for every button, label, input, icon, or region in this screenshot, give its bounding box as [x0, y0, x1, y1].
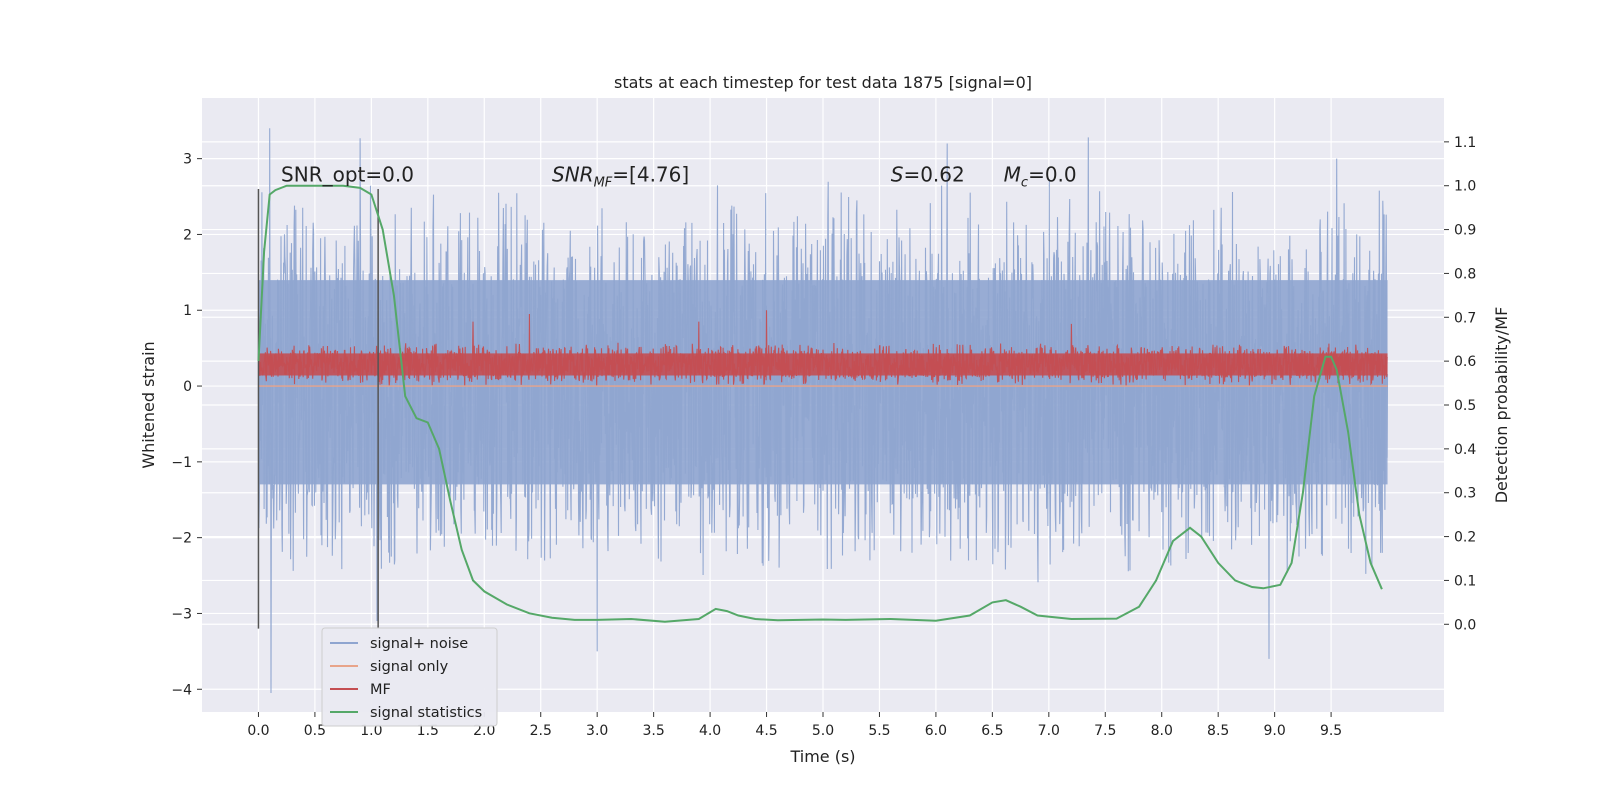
series-mf-line — [257, 310, 1388, 387]
annotation-text: SNR_opt=0.0 — [281, 162, 414, 186]
y-tick-label: 0 — [183, 379, 192, 395]
y-tick-label: 3 — [183, 152, 192, 168]
annotation-label: SNR — [552, 162, 594, 186]
annotation-value: =0.62 — [903, 162, 964, 186]
annotation-value: =[4.76] — [612, 162, 689, 186]
y2-tick-label: 0.8 — [1454, 266, 1476, 282]
y-tick-label: −2 — [171, 531, 192, 547]
y2-tick-label: 0.6 — [1454, 354, 1476, 370]
x-tick-label: 6.5 — [981, 723, 1003, 739]
x-axis-label: Time (s) — [789, 747, 855, 766]
annotation-text: SNRMF=[4.76] — [552, 162, 689, 190]
y-tick-label: 1 — [183, 303, 192, 319]
x-tick-label: 4.5 — [755, 723, 777, 739]
annotation-text: Mc=0.0 — [1004, 162, 1077, 190]
x-tick-label: 2.0 — [473, 723, 495, 739]
y-tick-label: −1 — [171, 455, 192, 471]
x-tick-label: 1.0 — [360, 723, 382, 739]
series-signal-noise-line — [257, 128, 1389, 694]
legend-label: signal+ noise — [370, 636, 468, 652]
y-tick-label: 2 — [183, 227, 192, 243]
x-tick-label: 0.5 — [304, 723, 326, 739]
y-tick-label: −3 — [171, 606, 192, 622]
y-tick-label: −4 — [171, 682, 192, 698]
annotation-text: S=0.62 — [891, 162, 965, 186]
y2-tick-label: 1.0 — [1454, 179, 1476, 195]
y2-tick-label: 0.0 — [1454, 617, 1476, 633]
legend-label: MF — [370, 682, 391, 698]
x-tick-label: 7.0 — [1038, 723, 1060, 739]
x-axis-ticks: 0.0 0.5 1.0 1.5 2.0 2.5 3.0 3.5 4.0 4.5 5.0 5.5 6.0 6… — [247, 712, 1342, 739]
x-tick-label: 8.5 — [1207, 723, 1229, 739]
y2-tick-label: 0.2 — [1454, 530, 1476, 546]
x-tick-label: 3.0 — [586, 723, 608, 739]
y2-tick-label: 1.1 — [1454, 135, 1476, 151]
y-axis-ticks: 3 2 1 0 −1 −2 −3 −4 — [171, 152, 202, 698]
x-tick-label: 7.5 — [1094, 723, 1116, 739]
x-tick-label: 4.0 — [699, 723, 721, 739]
annotation-subscript: MF — [594, 175, 613, 190]
x-tick-label: 9.5 — [1320, 723, 1342, 739]
y2-axis-label: Detection probability/MF — [1492, 307, 1511, 504]
legend-label: signal only — [370, 659, 449, 675]
y-axis-label: Whitened strain — [139, 341, 158, 468]
annotation-subscript: c — [1021, 175, 1028, 190]
chart-title: stats at each timestep for test data 187… — [614, 73, 1032, 92]
x-tick-label: 5.0 — [812, 723, 834, 739]
x-tick-label: 9.0 — [1264, 723, 1286, 739]
annotation-label: M — [1004, 162, 1021, 186]
x-tick-label: 3.5 — [643, 723, 665, 739]
plot-area — [257, 128, 1389, 694]
y2-tick-label: 0.7 — [1454, 310, 1476, 326]
series-layer — [257, 128, 1389, 694]
y2-tick-label: 0.5 — [1454, 398, 1476, 414]
y2-tick-label: 0.4 — [1454, 442, 1476, 458]
annotation-label: S — [891, 162, 904, 186]
x-tick-label: 2.5 — [530, 723, 552, 739]
annotations: SNR_opt=0.0 SNRMF=[4.76] S=0.62 Mc=0.0 — [281, 162, 1077, 190]
series-signal-statistics-line — [257, 184, 1383, 623]
y2-tick-label: 0.9 — [1454, 223, 1476, 239]
x-tick-label: 5.5 — [868, 723, 890, 739]
x-tick-label: 1.5 — [417, 723, 439, 739]
y2-tick-label: 0.3 — [1454, 486, 1476, 502]
x-tick-label: 8.0 — [1151, 723, 1173, 739]
annotation-value: =0.0 — [1028, 162, 1077, 186]
legend-label: signal statistics — [370, 705, 482, 721]
x-tick-label: 0.0 — [247, 723, 269, 739]
y2-tick-label: 0.1 — [1454, 573, 1476, 589]
legend: signal+ noise signal only MF signal statist… — [321, 627, 498, 727]
y2-axis-ticks: 1.1 1.0 0.9 0.8 0.7 0.6 0.5 0.4 0.3 0.2 0.1 0.0 — [1444, 135, 1476, 633]
x-tick-label: 6.0 — [925, 723, 947, 739]
legend-box — [321, 627, 498, 727]
